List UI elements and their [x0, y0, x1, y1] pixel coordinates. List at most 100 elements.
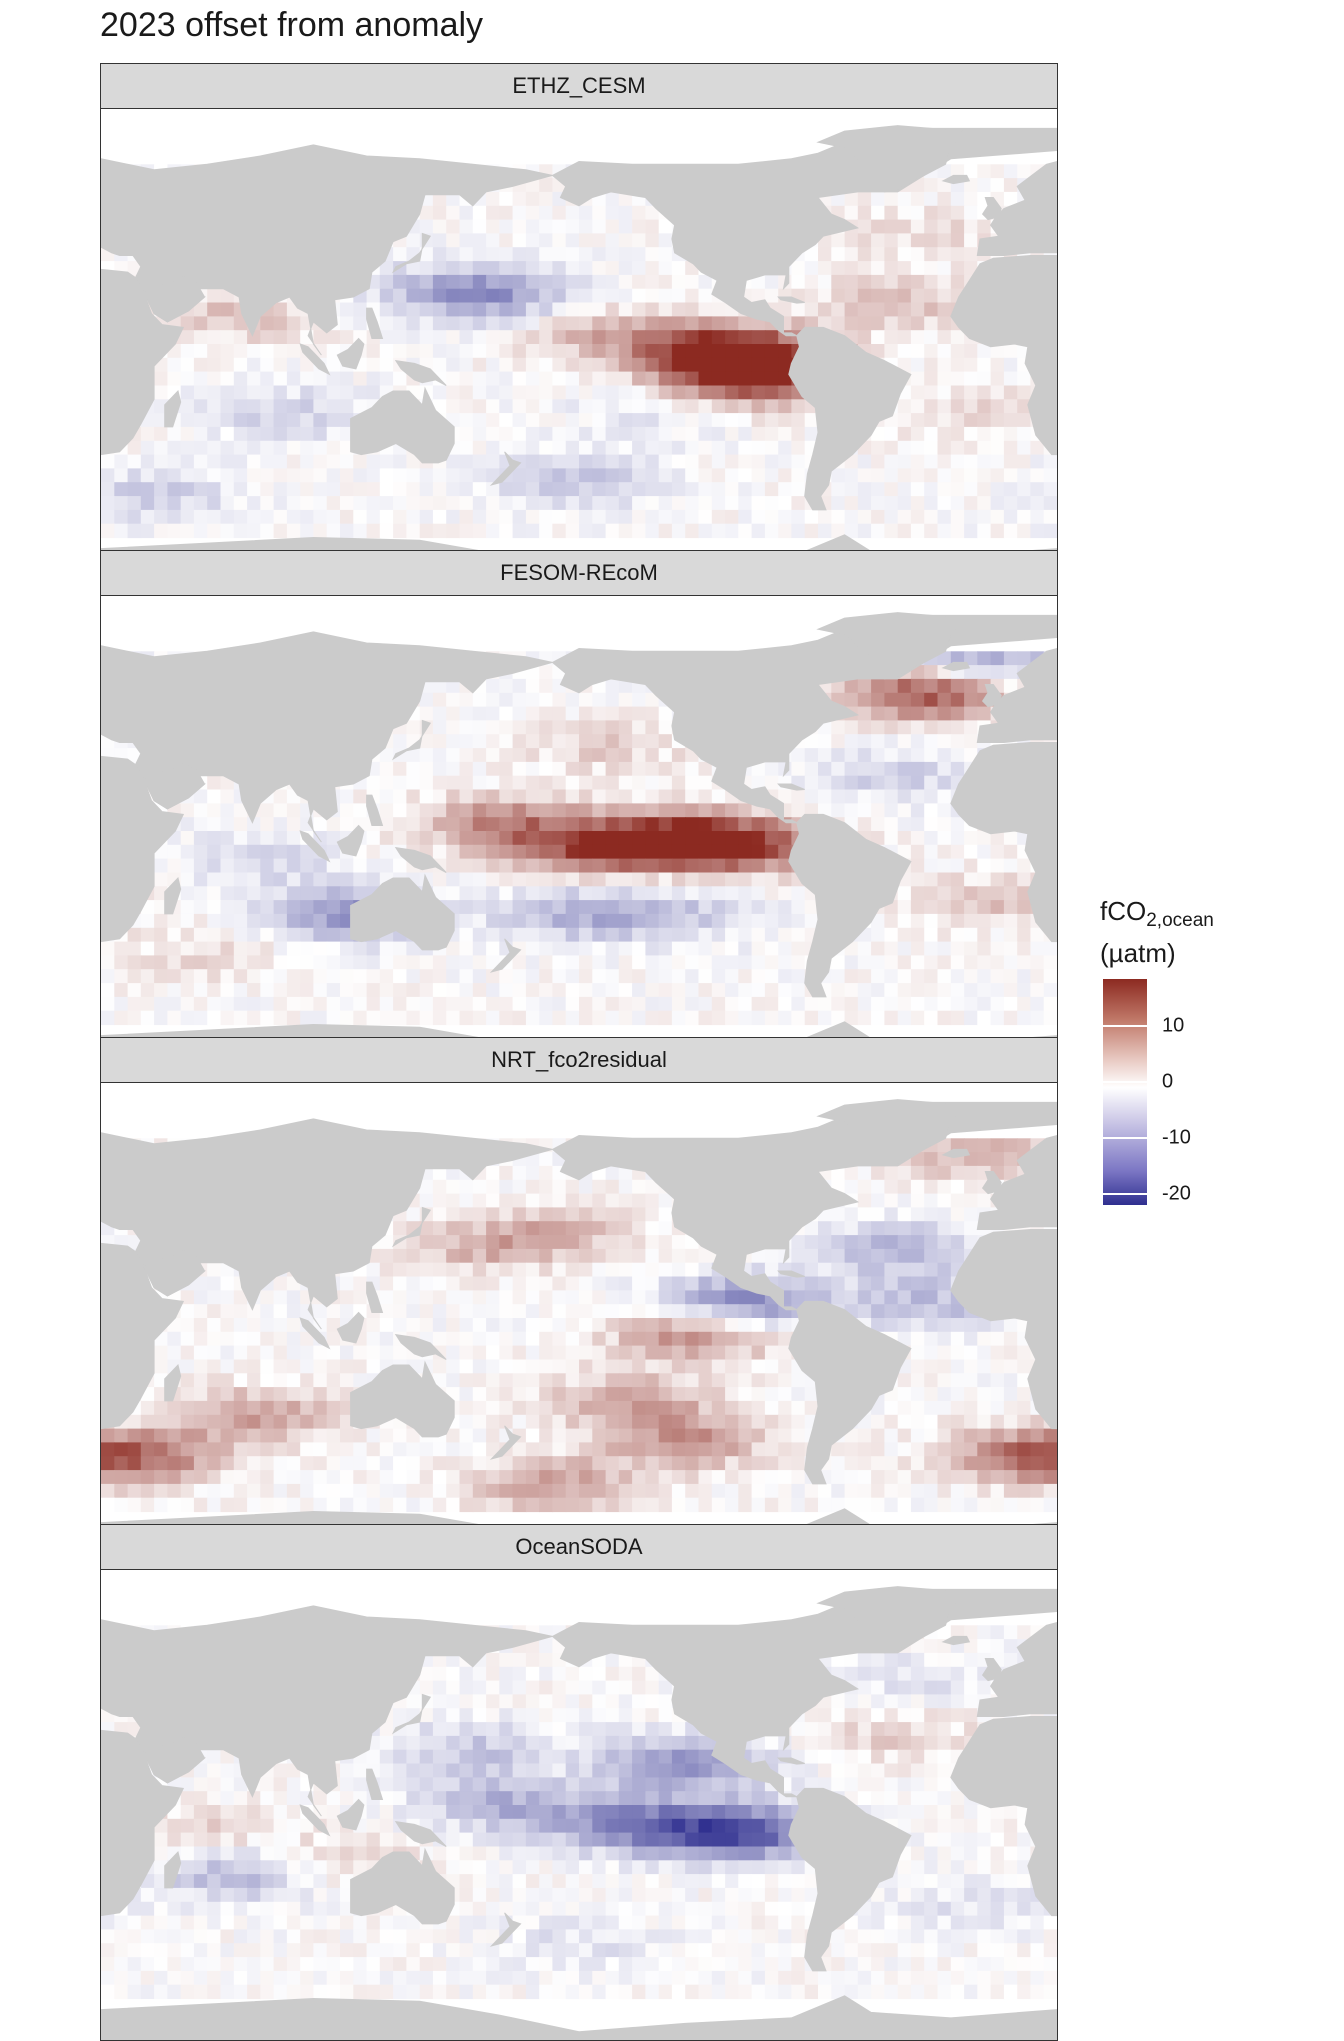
fco2-cell [685, 914, 699, 928]
fco2-cell [579, 1318, 593, 1332]
fco2-cell [645, 386, 659, 400]
fco2-cell [619, 845, 633, 859]
fco2-cell [380, 358, 394, 372]
fco2-cell [685, 289, 699, 303]
fco2-cell [207, 997, 221, 1011]
fco2-cell [924, 831, 938, 845]
fco2-cell [579, 455, 593, 469]
fco2-cell [327, 900, 341, 914]
fco2-cell [752, 969, 766, 983]
fco2-cell [938, 776, 952, 790]
fco2-cell [805, 762, 819, 776]
fco2-cell [393, 831, 407, 845]
fco2-cell [659, 413, 673, 427]
fco2-cell [566, 955, 580, 969]
fco2-cell [685, 803, 699, 817]
fco2-cell [460, 372, 474, 386]
fco2-cell [645, 1263, 659, 1277]
fco2-cell [672, 510, 686, 524]
fco2-cell [114, 510, 128, 524]
fco2-cell [552, 275, 566, 289]
fco2-cell [313, 914, 327, 928]
fco2-cell [101, 942, 115, 956]
fco2-cell [619, 914, 633, 928]
fco2-cell [499, 1011, 513, 1025]
fco2-cell [619, 1318, 633, 1332]
fco2-cell [645, 358, 659, 372]
fco2-cell [513, 524, 527, 538]
fco2-cell [473, 1235, 487, 1249]
fco2-cell [752, 455, 766, 469]
fco2-cell [433, 468, 447, 482]
fco2-cell [473, 1332, 487, 1346]
fco2-cell [367, 289, 381, 303]
fco2-cell [619, 900, 633, 914]
fco2-cell [247, 997, 261, 1011]
fco2-cell [234, 496, 248, 510]
fco2-cell [977, 482, 991, 496]
panel-strip-label: ETHZ_CESM [100, 63, 1058, 109]
fco2-cell [725, 1011, 739, 1025]
fco2-cell [672, 900, 686, 914]
fco2-cell [632, 1011, 646, 1025]
fco2-cell [659, 1290, 673, 1304]
fco2-cell [380, 942, 394, 956]
fco2-cell [738, 1011, 752, 1025]
fco2-cell [499, 1249, 513, 1263]
fco2-cell [274, 942, 288, 956]
fco2-cell [433, 831, 447, 845]
fco2-cell [831, 1235, 845, 1249]
fco2-cell [592, 386, 606, 400]
fco2-cell [898, 983, 912, 997]
fco2-cell [632, 344, 646, 358]
fco2-cell [393, 275, 407, 289]
fco2-cell [499, 386, 513, 400]
fco2-cell [446, 1249, 460, 1263]
fco2-cell [340, 1011, 354, 1025]
fco2-cell [858, 942, 872, 956]
fco2-cell [313, 482, 327, 496]
fco2-cell [685, 330, 699, 344]
fco2-cell [858, 803, 872, 817]
fco2-cell [486, 261, 500, 275]
fco2-cell [406, 316, 420, 330]
fco2-cell [513, 441, 527, 455]
fco2-cell [154, 427, 168, 441]
fco2-cell [845, 1180, 859, 1194]
fco2-cell [911, 1207, 925, 1221]
fco2-cell [300, 983, 314, 997]
fco2-cell [579, 1235, 593, 1249]
fco2-cell [699, 831, 713, 845]
fco2-cell [539, 1166, 553, 1180]
fco2-cell [234, 969, 248, 983]
fco2-cell [791, 441, 805, 455]
fco2-cell [977, 1011, 991, 1025]
fco2-cell [340, 386, 354, 400]
fco2-cell [645, 316, 659, 330]
fco2-cell [552, 441, 566, 455]
fco2-cell [871, 1249, 885, 1263]
fco2-cell [1004, 665, 1018, 679]
fco2-cell [274, 399, 288, 413]
fco2-cell [991, 873, 1005, 887]
fco2-cell [420, 762, 434, 776]
fco2-cell [446, 1304, 460, 1318]
fco2-cell [420, 1318, 434, 1332]
fco2-cell [619, 1332, 633, 1346]
fco2-cell [539, 873, 553, 887]
fco2-cell [313, 997, 327, 1011]
fco2-cell [606, 344, 620, 358]
fco2-cell [579, 510, 593, 524]
fco2-cell [221, 845, 235, 859]
fco2-cell [460, 358, 474, 372]
fco2-cell [260, 441, 274, 455]
fco2-cell [340, 524, 354, 538]
fco2-cell [938, 482, 952, 496]
fco2-cell [486, 455, 500, 469]
fco2-cell [420, 482, 434, 496]
fco2-cell [938, 955, 952, 969]
fco2-cell [552, 482, 566, 496]
fco2-cell [393, 510, 407, 524]
fco2-cell [446, 790, 460, 804]
fco2-cell [486, 1011, 500, 1025]
